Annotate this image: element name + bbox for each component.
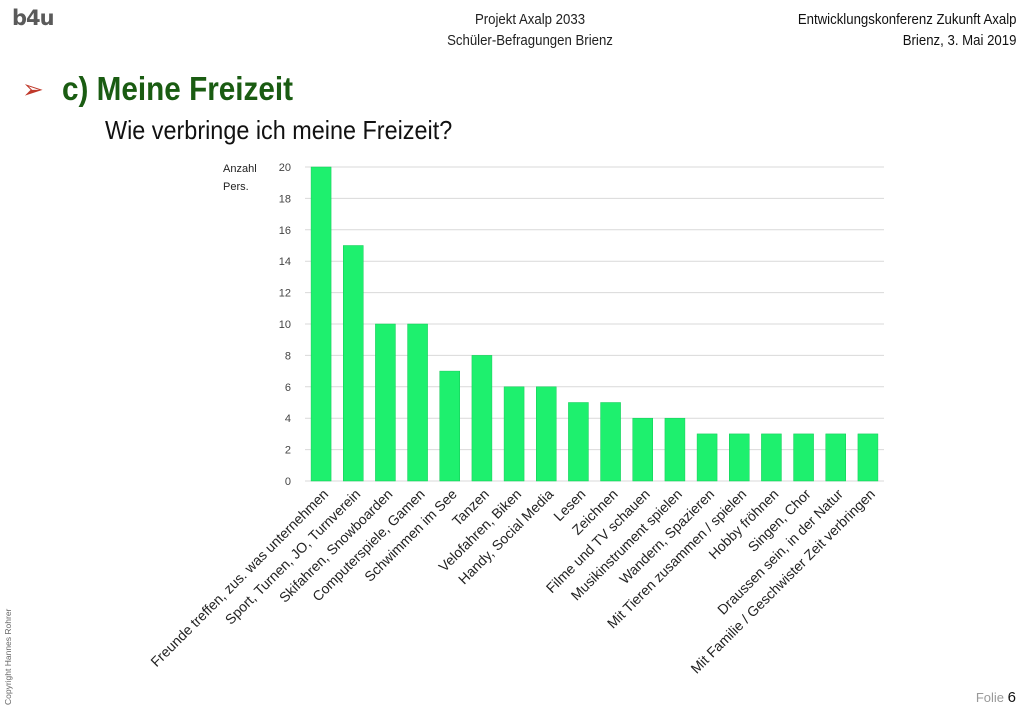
y-tick-label: 14 — [279, 256, 291, 268]
conference-header: Entwicklungskonferenz Zukunft Axalp Brie… — [797, 9, 1016, 51]
x-axis-labels: Freunde treffen, zus. was unternehmenSpo… — [147, 486, 878, 677]
folio-number: 6 — [1007, 689, 1016, 706]
y-tick-label: 6 — [285, 382, 291, 394]
x-category-label: Sport, Turnen, JO, Turnverein — [222, 486, 364, 628]
y-axis-label-line1: Anzahl — [223, 163, 257, 175]
slide-number: Folie 6 — [976, 689, 1016, 706]
bar — [568, 402, 589, 482]
bar — [503, 386, 525, 482]
project-header: Projekt Axalp 2033 Schüler-Befragungen B… — [398, 9, 662, 51]
bar — [793, 433, 814, 482]
slide-title-row: ➢ c) Meine Freizeit — [22, 70, 319, 108]
copyright-note: Copyright Hannes Rohrer — [3, 608, 13, 705]
y-tick-label: 8 — [285, 350, 291, 362]
bar — [471, 355, 493, 482]
y-tick-label: 16 — [279, 225, 291, 237]
bar — [343, 245, 364, 482]
bar — [825, 433, 846, 482]
bar — [536, 386, 557, 482]
bar — [310, 166, 332, 482]
y-axis-ticks: 0 2 4 6 8 10 12 14 16 18 20 — [279, 162, 291, 488]
bars — [310, 166, 879, 482]
arrow-bullet-icon: ➢ — [22, 73, 44, 104]
b4u-logo: b4u — [12, 6, 55, 30]
y-axis-label-line2: Pers. — [223, 181, 249, 193]
folio-label: Folie — [975, 690, 1005, 705]
project-name: Projekt Axalp 2033 — [474, 11, 586, 28]
bar — [696, 433, 718, 482]
y-tick-label: 0 — [285, 476, 291, 488]
grid-lines — [305, 166, 884, 482]
conference-date: Brienz, 3. Mai 2019 — [902, 32, 1016, 49]
slide-title: c) Meine Freizeit — [61, 70, 293, 107]
bar — [729, 433, 750, 482]
bar — [664, 417, 686, 482]
bar — [632, 417, 653, 482]
y-tick-label: 18 — [279, 193, 291, 205]
conference-name: Entwicklungskonferenz Zukunft Axalp — [797, 11, 1016, 28]
bar — [761, 433, 782, 482]
survey-name: Schüler-Befragungen Brienz — [447, 32, 613, 49]
y-tick-label: 2 — [285, 445, 291, 457]
y-tick-label: 10 — [279, 319, 291, 331]
bar — [375, 323, 396, 482]
bar — [600, 402, 621, 482]
y-tick-label: 4 — [285, 413, 291, 425]
bar — [439, 370, 460, 482]
bar — [407, 323, 428, 482]
y-tick-label: 20 — [279, 162, 291, 174]
bar — [857, 433, 879, 482]
y-tick-label: 12 — [279, 288, 291, 300]
slide-subtitle: Wie verbringe ich meine Freizeit? — [105, 115, 453, 145]
